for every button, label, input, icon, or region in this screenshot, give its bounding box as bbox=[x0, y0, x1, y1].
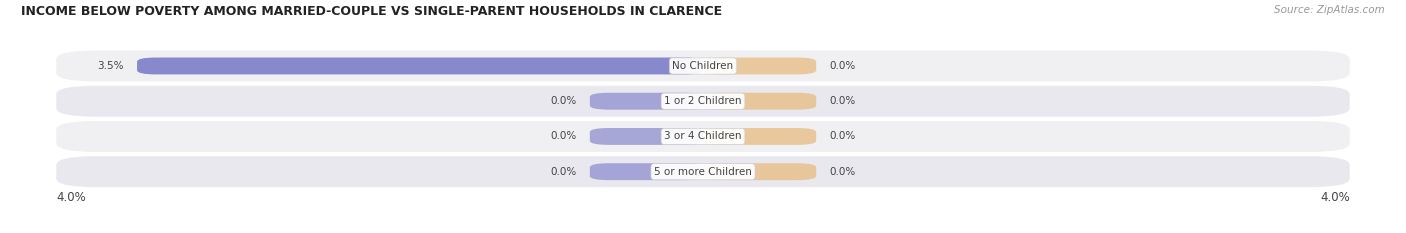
Text: 0.0%: 0.0% bbox=[551, 131, 576, 141]
FancyBboxPatch shape bbox=[591, 163, 703, 180]
FancyBboxPatch shape bbox=[703, 58, 817, 74]
Text: 4.0%: 4.0% bbox=[1320, 191, 1350, 204]
Text: 3.5%: 3.5% bbox=[97, 61, 124, 71]
Text: 0.0%: 0.0% bbox=[830, 61, 855, 71]
Text: 0.0%: 0.0% bbox=[830, 96, 855, 106]
FancyBboxPatch shape bbox=[591, 93, 703, 110]
FancyBboxPatch shape bbox=[56, 156, 1350, 187]
FancyBboxPatch shape bbox=[703, 163, 817, 180]
FancyBboxPatch shape bbox=[703, 128, 817, 145]
Text: 0.0%: 0.0% bbox=[830, 167, 855, 177]
FancyBboxPatch shape bbox=[138, 58, 703, 74]
Text: 0.0%: 0.0% bbox=[551, 167, 576, 177]
Text: 4.0%: 4.0% bbox=[56, 191, 86, 204]
Text: Source: ZipAtlas.com: Source: ZipAtlas.com bbox=[1274, 5, 1385, 15]
Text: 0.0%: 0.0% bbox=[830, 131, 855, 141]
Text: 3 or 4 Children: 3 or 4 Children bbox=[664, 131, 742, 141]
Text: 1 or 2 Children: 1 or 2 Children bbox=[664, 96, 742, 106]
Text: No Children: No Children bbox=[672, 61, 734, 71]
FancyBboxPatch shape bbox=[703, 93, 817, 110]
FancyBboxPatch shape bbox=[56, 51, 1350, 82]
Text: 5 or more Children: 5 or more Children bbox=[654, 167, 752, 177]
Text: 0.0%: 0.0% bbox=[551, 96, 576, 106]
FancyBboxPatch shape bbox=[56, 86, 1350, 117]
Text: INCOME BELOW POVERTY AMONG MARRIED-COUPLE VS SINGLE-PARENT HOUSEHOLDS IN CLARENC: INCOME BELOW POVERTY AMONG MARRIED-COUPL… bbox=[21, 5, 723, 18]
FancyBboxPatch shape bbox=[56, 121, 1350, 152]
FancyBboxPatch shape bbox=[591, 128, 703, 145]
